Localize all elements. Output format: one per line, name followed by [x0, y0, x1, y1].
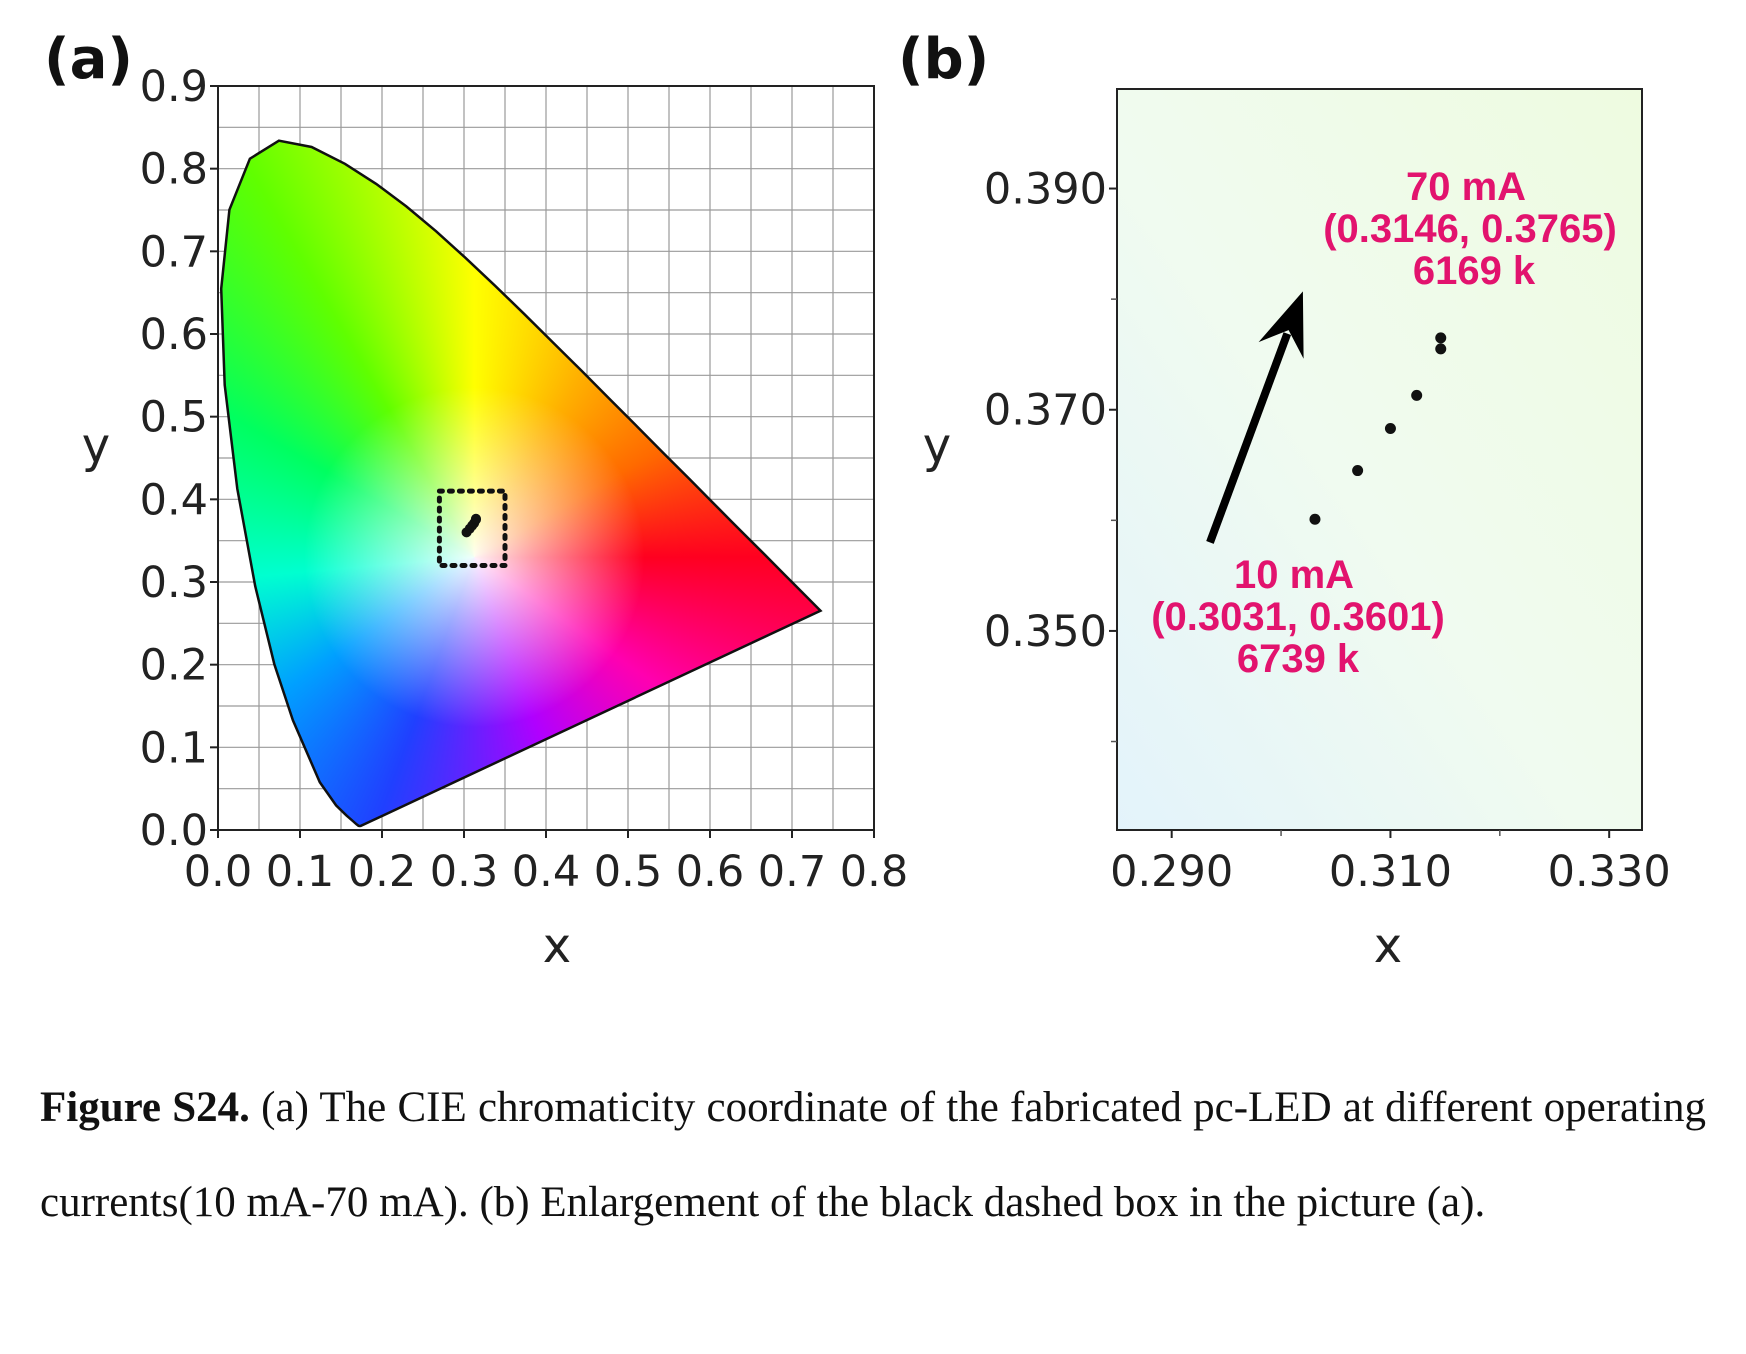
- x-tick-label: 0.8: [840, 847, 908, 897]
- x-tick-label: 0.6: [676, 847, 744, 897]
- y-tick-label: 0.0: [140, 806, 208, 856]
- data-point: [1352, 465, 1364, 477]
- panel-a-ylabel: y: [82, 418, 110, 474]
- annotation-70ma-current: 70 mA: [1406, 165, 1526, 209]
- x-tick-label: 0.3: [430, 847, 498, 897]
- arrow-shaft: [1206, 332, 1292, 544]
- annotation-10ma-cct: 6739 k: [1237, 637, 1360, 681]
- x-tick-label: 0.7: [758, 847, 826, 897]
- panel-a-horseshoe: [219, 139, 823, 828]
- x-tick-label: 0.2: [348, 847, 416, 897]
- y-tick-label: 0.2: [140, 641, 208, 691]
- annotation-10ma: 10 mA (0.3031, 0.3601) 6739 k: [1151, 553, 1445, 681]
- caption-text: (a) The CIE chromaticity coordinate of t…: [40, 1084, 1706, 1226]
- data-point: [1384, 423, 1396, 435]
- highlight-dashed-box: [436, 488, 508, 568]
- y-tick-label: 0.5: [140, 393, 208, 443]
- annotation-70ma-coords: (0.3146, 0.3765): [1323, 207, 1617, 251]
- annotation-70ma-cct: 6169 k: [1413, 249, 1536, 293]
- trend-arrow: [1206, 291, 1304, 544]
- y-tick-label: 0.4: [140, 475, 208, 525]
- x-tick-label: 0.290: [1110, 847, 1233, 897]
- panel-a-points: [461, 513, 481, 538]
- y-tick-label: 0.7: [140, 227, 208, 277]
- cie-spectral-locus: [219, 139, 823, 828]
- x-tick-label: 0.4: [512, 847, 580, 897]
- panel-b-label: (b): [898, 27, 989, 92]
- panel-b: (b) 0.290 0.310 0.330 0.350 0.370 0.390 70 mA…: [898, 27, 1671, 974]
- x-tick-label: 0.310: [1329, 847, 1452, 897]
- arrow-head: [1258, 291, 1304, 359]
- figure: (a) 0.0 0.1 0.2 0.3 0.4 0.5 0.6 0.7 0.8 0.0 0.1 0.2…: [44, 27, 1671, 974]
- panel-b-ticks: 0.290 0.310 0.330 0.350 0.370 0.390: [984, 165, 1671, 897]
- panel-b-points: [1309, 332, 1447, 525]
- y-tick-label: 0.6: [140, 310, 208, 360]
- panel-b-ylabel: y: [923, 418, 951, 474]
- panel-a-label: (a): [44, 27, 133, 92]
- panel-b-background: [1117, 89, 1642, 830]
- y-tick-label: 0.350: [984, 607, 1107, 657]
- y-tick-label: 0.9: [140, 62, 208, 112]
- panel-b-xlabel: x: [1374, 918, 1402, 974]
- data-point: [1435, 332, 1447, 344]
- annotation-10ma-coords: (0.3031, 0.3601): [1151, 595, 1445, 639]
- cie-color-fill: [221, 140, 821, 826]
- y-tick-label: 0.1: [140, 723, 208, 773]
- x-tick-label: 0.5: [594, 847, 662, 897]
- y-tick-label: 0.390: [984, 165, 1107, 215]
- data-point: [1435, 343, 1447, 355]
- panel-a: (a) 0.0 0.1 0.2 0.3 0.4 0.5 0.6 0.7 0.8 0.0 0.1 0.2…: [44, 27, 908, 974]
- annotation-70ma: 70 mA (0.3146, 0.3765) 6169 k: [1323, 165, 1617, 293]
- y-tick-label: 0.370: [984, 386, 1107, 436]
- figure-caption: Figure S24. (a) The CIE chromaticity coo…: [40, 1060, 1706, 1250]
- y-tick-label: 0.3: [140, 558, 208, 608]
- data-point: [470, 513, 481, 524]
- data-point: [1309, 513, 1321, 525]
- data-point: [1411, 389, 1423, 401]
- y-tick-label: 0.8: [140, 145, 208, 195]
- x-tick-label: 0.330: [1548, 847, 1671, 897]
- panel-b-frame: [1116, 88, 1643, 831]
- panel-a-xlabel: x: [543, 918, 571, 974]
- panel-a-ticks: 0.0 0.1 0.2 0.3 0.4 0.5 0.6 0.7 0.8 0.0 0.1 0.2 0.3 0…: [140, 62, 909, 897]
- x-tick-label: 0.1: [266, 847, 334, 897]
- caption-label: Figure S24.: [40, 1084, 250, 1131]
- x-tick-label: 0.0: [184, 847, 252, 897]
- annotation-10ma-current: 10 mA: [1234, 553, 1354, 597]
